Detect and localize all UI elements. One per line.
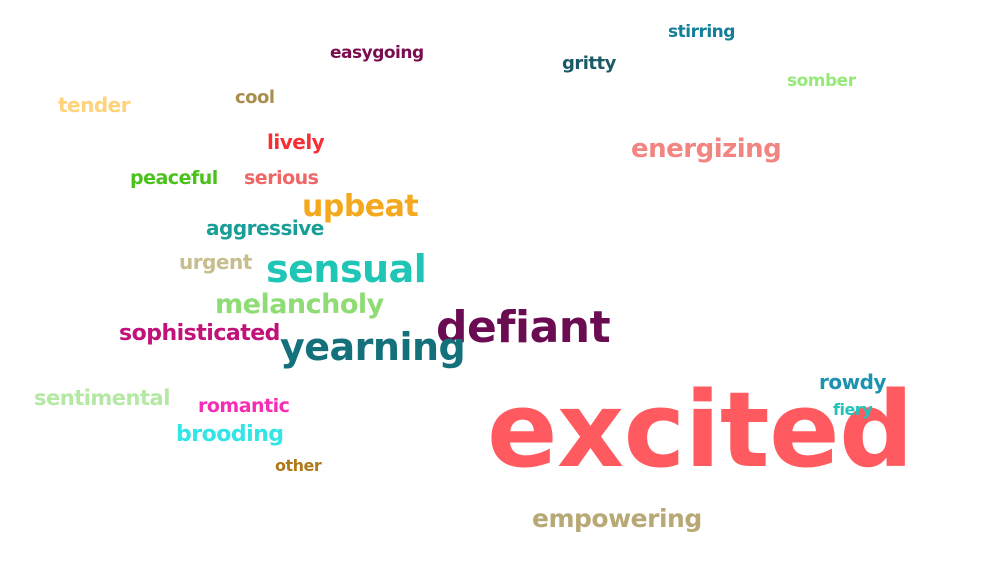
word-other: other (275, 456, 322, 475)
word-urgent: urgent (179, 250, 252, 274)
word-peaceful: peaceful (130, 167, 218, 189)
word-defiant: defiant (436, 302, 611, 353)
word-rowdy: rowdy (819, 370, 886, 394)
word-gritty: gritty (562, 53, 616, 74)
word-empowering: empowering (532, 504, 702, 533)
word-easygoing: easygoing (330, 43, 424, 63)
word-lively: lively (267, 130, 325, 154)
word-tender: tender (58, 93, 131, 117)
word-yearning: yearning (280, 325, 466, 369)
word-sensual: sensual (266, 247, 427, 291)
word-upbeat: upbeat (302, 189, 419, 224)
word-excited: excited (487, 369, 914, 491)
word-aggressive: aggressive (206, 216, 324, 240)
word-romantic: romantic (198, 395, 290, 417)
word-brooding: brooding (176, 422, 284, 447)
word-sophisticated: sophisticated (119, 321, 280, 346)
word-energizing: energizing (631, 134, 782, 164)
word-somber: somber (787, 71, 856, 91)
word-cool: cool (235, 87, 275, 108)
word-serious: serious (244, 167, 319, 189)
word-fiery: fiery (833, 400, 873, 419)
word-stirring: stirring (668, 22, 735, 42)
word-melancholy: melancholy (215, 289, 384, 320)
word-sentimental: sentimental (34, 386, 170, 410)
